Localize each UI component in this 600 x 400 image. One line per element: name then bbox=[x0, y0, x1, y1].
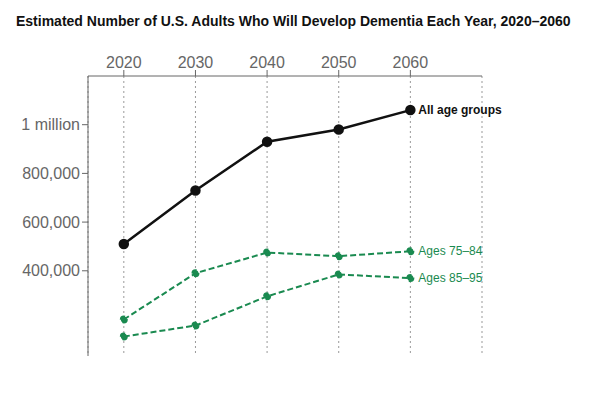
svg-text:2040: 2040 bbox=[249, 54, 285, 71]
svg-text:400,000: 400,000 bbox=[22, 262, 80, 279]
svg-text:All age groups: All age groups bbox=[418, 103, 502, 117]
svg-text:2030: 2030 bbox=[178, 54, 214, 71]
svg-text:600,000: 600,000 bbox=[22, 214, 80, 231]
svg-text:2060: 2060 bbox=[393, 54, 429, 71]
svg-text:2020: 2020 bbox=[106, 54, 142, 71]
svg-text:Ages 75–84: Ages 75–84 bbox=[418, 244, 482, 258]
svg-text:Ages 85–95: Ages 85–95 bbox=[418, 271, 482, 285]
svg-text:800,000: 800,000 bbox=[22, 165, 80, 182]
svg-text:2050: 2050 bbox=[321, 54, 357, 71]
html-text:Estimated Number of U.S. Adult: Estimated Number of U.S. Adults Who Will… bbox=[16, 13, 571, 29]
svg-text:1 million: 1 million bbox=[21, 116, 80, 133]
